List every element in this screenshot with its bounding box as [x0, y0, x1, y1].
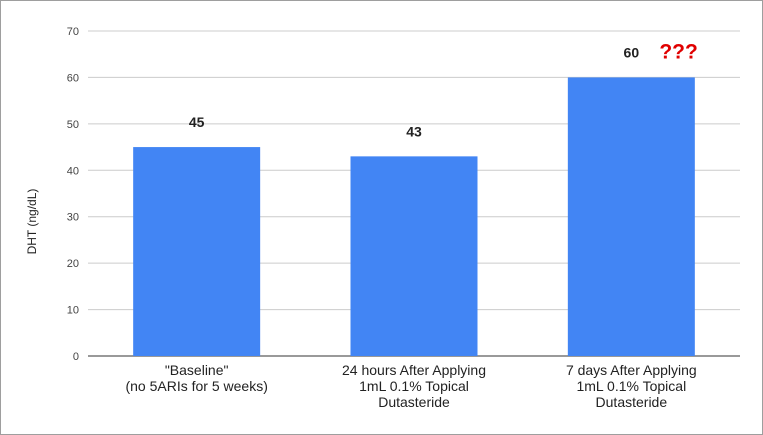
y-tick-label: 40: [67, 165, 79, 177]
y-tick-label: 30: [67, 212, 79, 224]
bar: [567, 77, 695, 356]
annotation-text: ???: [659, 40, 697, 63]
bars: [133, 77, 695, 356]
y-tick-label: 20: [67, 258, 79, 270]
category-label: 24 hours After Applying 1mL 0.1% Topical D…: [342, 362, 486, 410]
y-tick-label: 60: [67, 72, 79, 84]
data-label: 60: [624, 44, 640, 60]
bar: [350, 156, 478, 356]
y-tick-label: 50: [67, 119, 79, 131]
y-axis-label: DHT (ng/dL): [25, 189, 39, 255]
category-label: "Baseline" (no 5ARIs for 5 weeks): [125, 362, 267, 394]
y-tick-label: 70: [67, 26, 79, 38]
y-tick-label: 10: [67, 305, 79, 317]
y-tick-label: 0: [73, 351, 79, 363]
labels: 0 10 20 30 40 50 60 70 DHT (ng/dL) 45 "Baseline" (n…: [25, 26, 698, 410]
category-label: 7 days After Applying 1mL 0.1% Topical Dut…: [566, 362, 697, 410]
bar: [133, 147, 261, 356]
data-label: 45: [189, 114, 205, 130]
data-label: 43: [406, 123, 422, 139]
